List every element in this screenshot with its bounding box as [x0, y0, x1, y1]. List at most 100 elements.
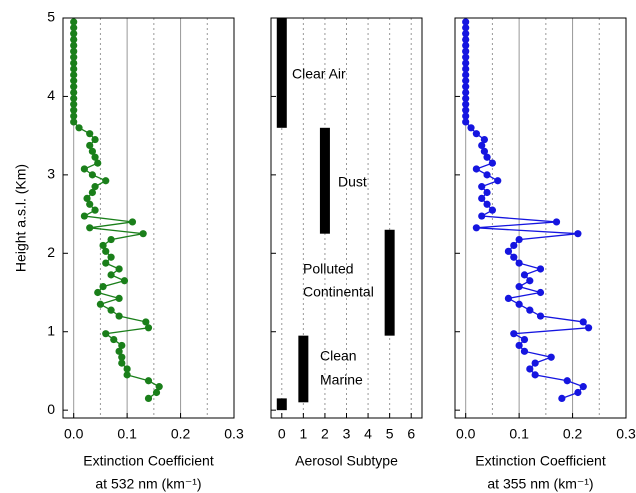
- x-tick-label: 0.1: [117, 426, 137, 442]
- plot-frame: [62, 17, 235, 419]
- profile-point: [102, 247, 110, 255]
- profile-point: [526, 365, 534, 373]
- x-tick-label: 2: [321, 426, 329, 442]
- plot-frame: [270, 17, 423, 419]
- profile-point: [70, 88, 78, 97]
- profile-point: [142, 318, 150, 326]
- profile-point: [504, 247, 513, 255]
- range-bar: [384, 229, 395, 336]
- profile-point: [115, 312, 123, 320]
- profile-point: [483, 153, 491, 161]
- profile-point: [462, 53, 470, 61]
- y-tick-label: 1: [47, 322, 55, 338]
- profile-point: [102, 177, 110, 185]
- profile-point: [462, 35, 470, 44]
- profile-point: [123, 365, 131, 373]
- profile-point: [83, 194, 91, 202]
- x-tick-label: 0.2: [171, 426, 191, 442]
- profile-point: [504, 294, 513, 302]
- profile-point: [584, 324, 593, 332]
- profile-point: [462, 112, 470, 120]
- y-tick-label: 3: [47, 166, 55, 182]
- x-tick-label: 3: [343, 426, 351, 442]
- plot-frame: [454, 17, 627, 419]
- profile-point: [462, 47, 470, 55]
- range-bar: [319, 127, 330, 234]
- profile-point: [70, 100, 78, 108]
- profile-point: [494, 177, 502, 185]
- y-tick-label: 4: [47, 87, 55, 103]
- profile-point: [510, 241, 518, 250]
- profile-point: [563, 377, 571, 385]
- profile-point: [94, 159, 102, 167]
- profile-point: [139, 230, 147, 238]
- range-bar: [298, 335, 309, 403]
- profile-point: [91, 183, 99, 191]
- profile-point: [70, 47, 78, 55]
- profile-point: [118, 359, 126, 367]
- profile-point: [91, 135, 99, 144]
- profile-point: [70, 77, 78, 85]
- profile-point: [510, 253, 518, 261]
- profile-point: [515, 259, 523, 267]
- profile-point: [579, 383, 587, 391]
- profile-point: [144, 394, 153, 402]
- profile-point: [70, 106, 78, 114]
- profile-point: [526, 306, 534, 314]
- y-tick-label: 5: [47, 9, 55, 25]
- profile-point: [70, 53, 78, 61]
- profile-point: [70, 94, 78, 102]
- profile-point: [520, 335, 529, 344]
- profile-point: [478, 141, 486, 150]
- profile-point: [91, 206, 99, 214]
- profile-point: [144, 324, 153, 332]
- profile-point: [520, 347, 529, 355]
- profile-point: [128, 218, 137, 226]
- profile-point: [86, 224, 94, 232]
- profile-point: [526, 277, 534, 285]
- profile-point: [115, 347, 123, 355]
- profile-point: [70, 118, 78, 126]
- profile-point: [480, 147, 488, 155]
- profile-point: [75, 124, 83, 132]
- x-tick-label: 0.2: [563, 426, 583, 442]
- profile-point: [462, 71, 470, 79]
- profile-point: [462, 77, 470, 85]
- profile-point: [88, 171, 96, 179]
- annotation: Dust: [338, 174, 367, 190]
- profile-point: [70, 112, 78, 120]
- profile-point: [462, 118, 470, 126]
- profile-point: [483, 188, 491, 197]
- profile-point: [515, 283, 523, 291]
- profile-point: [70, 18, 78, 26]
- profile-point: [467, 124, 475, 132]
- profile-point: [99, 241, 107, 250]
- profile-point: [99, 283, 107, 291]
- profile-point: [94, 288, 102, 297]
- profile-point: [462, 41, 470, 50]
- x-tick-label: 0.3: [224, 426, 244, 442]
- profile-point: [462, 106, 470, 114]
- annotation: Continental: [303, 284, 374, 300]
- x-tick-label: 5: [386, 426, 394, 442]
- profile-point: [536, 265, 545, 273]
- profile-point: [472, 224, 480, 232]
- x-tick-label: 0.3: [616, 426, 636, 442]
- profile-point: [480, 135, 488, 144]
- y-axis-title: Height a.s.l. (Km): [13, 164, 29, 272]
- profile-point: [107, 235, 115, 244]
- x-tick-label: 0: [278, 426, 286, 442]
- x-axis-title: Aerosol Subtype: [295, 453, 398, 469]
- profile-point: [462, 24, 470, 32]
- profile-point: [88, 147, 96, 155]
- profile-point: [462, 100, 470, 108]
- profile-point: [107, 271, 115, 279]
- profile-point: [574, 230, 582, 238]
- profile-point: [488, 159, 497, 167]
- x-tick-label: 4: [364, 426, 372, 442]
- profile-point: [520, 271, 529, 279]
- annotation: Polluted: [303, 261, 354, 277]
- annotation: Clean: [320, 348, 357, 364]
- profile-point: [472, 165, 480, 173]
